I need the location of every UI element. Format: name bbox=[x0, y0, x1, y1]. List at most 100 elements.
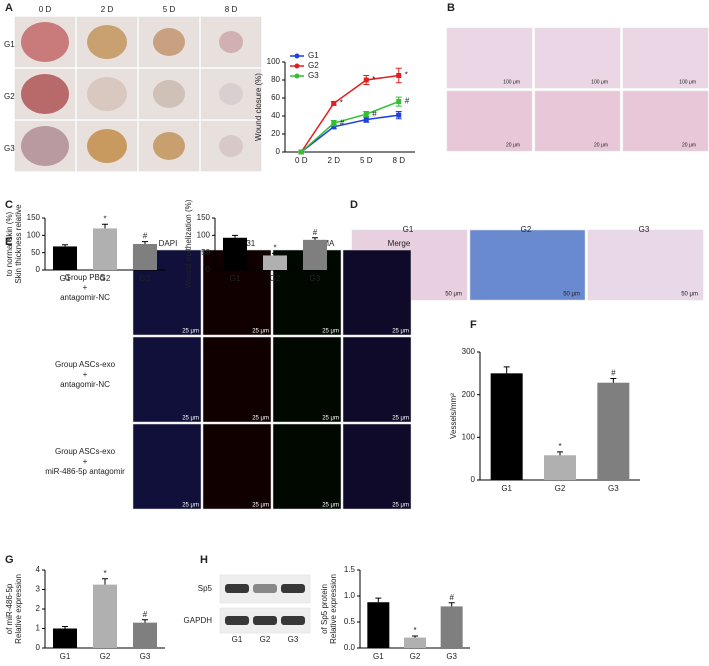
panel-letter: A bbox=[5, 2, 13, 14]
row-label: Group PBS bbox=[65, 273, 105, 282]
error-bar bbox=[62, 626, 68, 629]
scale-bar: 50 μm bbox=[681, 292, 698, 298]
x-tick-label: 0 D bbox=[295, 156, 308, 165]
bar bbox=[53, 628, 77, 648]
x-tick-label: 8 D bbox=[393, 156, 406, 165]
x-tick-label: G3 bbox=[446, 652, 457, 661]
error-bar bbox=[232, 234, 238, 238]
x-tick-label: G3 bbox=[140, 274, 151, 283]
error-bar bbox=[142, 619, 148, 623]
wound-photo bbox=[138, 16, 200, 68]
stain-image bbox=[587, 229, 704, 301]
panel-letter: G bbox=[5, 554, 14, 566]
lane-label: G3 bbox=[288, 635, 299, 644]
histology bbox=[534, 27, 621, 89]
y-tick-label: 0.5 bbox=[344, 617, 356, 626]
fluorescence bbox=[342, 249, 412, 336]
x-tick-label: G1 bbox=[501, 484, 512, 493]
significance-mark: # bbox=[405, 97, 410, 106]
panel-letter: B bbox=[447, 2, 455, 14]
bar bbox=[53, 246, 77, 270]
significance-mark: * bbox=[103, 214, 106, 223]
row-label: + bbox=[83, 370, 88, 379]
significance-mark: * bbox=[558, 442, 561, 451]
y-tick-label: 3 bbox=[36, 585, 41, 594]
col-label: DAPI bbox=[159, 239, 178, 248]
y-tick-label: 300 bbox=[462, 347, 476, 356]
wound bbox=[21, 126, 69, 166]
wound bbox=[87, 129, 127, 163]
y-tick-label: 0.0 bbox=[344, 643, 356, 652]
scale-bar: 100 μm bbox=[503, 79, 520, 85]
y-tick-label: 200 bbox=[462, 390, 476, 399]
x-tick-label: G1 bbox=[230, 274, 241, 283]
y-tick-label: 0 bbox=[36, 643, 41, 652]
point bbox=[331, 124, 337, 130]
band bbox=[253, 584, 277, 593]
significance-mark: * bbox=[340, 99, 343, 108]
scale-bar: 25 μm bbox=[252, 503, 269, 509]
row-label: + bbox=[83, 283, 88, 292]
significance-mark: # bbox=[372, 109, 377, 118]
fluorescence bbox=[272, 423, 342, 510]
panel-letter: F bbox=[470, 319, 477, 331]
fluorescence bbox=[342, 336, 412, 423]
x-tick-label: 2 D bbox=[328, 156, 341, 165]
y-tick-label: 1 bbox=[36, 624, 41, 633]
point bbox=[363, 77, 369, 83]
y-tick-label: 150 bbox=[197, 213, 211, 222]
significance-mark: # bbox=[143, 610, 148, 619]
bar bbox=[597, 382, 630, 480]
row-label: antagomir-NC bbox=[60, 293, 110, 302]
fluorescence bbox=[202, 423, 272, 510]
error-bar bbox=[610, 377, 617, 383]
x-tick-label: G2 bbox=[410, 652, 421, 661]
fluorescence bbox=[202, 336, 272, 423]
x-tick-label: G1 bbox=[373, 652, 384, 661]
error-bar bbox=[102, 223, 108, 229]
row-label: + bbox=[83, 457, 88, 466]
y-tick-label: 40 bbox=[271, 111, 280, 120]
point bbox=[396, 112, 402, 118]
point bbox=[396, 99, 402, 105]
legend-label: G2 bbox=[308, 61, 319, 70]
band bbox=[253, 616, 277, 625]
fluorescence bbox=[132, 423, 202, 510]
x-tick-label: G3 bbox=[140, 652, 151, 661]
y-axis-label: Wound epithelization (%) bbox=[184, 199, 193, 288]
significance-mark: # bbox=[449, 593, 454, 602]
y-tick-label: 0 bbox=[276, 147, 281, 156]
wound bbox=[153, 28, 185, 56]
scale-bar: 25 μm bbox=[182, 503, 199, 509]
band bbox=[281, 616, 305, 625]
col-label: Merge bbox=[388, 239, 411, 248]
col-label: G3 bbox=[639, 225, 650, 234]
lane-label: G1 bbox=[232, 635, 243, 644]
scale-bar: 25 μm bbox=[392, 416, 409, 422]
histology bbox=[622, 90, 709, 152]
significance-mark: * bbox=[273, 243, 276, 252]
x-tick-label: G2 bbox=[100, 274, 111, 283]
panel-letter: H bbox=[200, 554, 208, 566]
scale-bar: 25 μm bbox=[392, 329, 409, 335]
y-tick-label: 0 bbox=[206, 265, 211, 274]
stain-image bbox=[469, 229, 586, 301]
histology bbox=[446, 27, 533, 89]
y-tick-label: 20 bbox=[271, 129, 280, 138]
row-label: G2 bbox=[4, 92, 15, 101]
y-tick-label: 100 bbox=[267, 57, 281, 66]
error-bar bbox=[557, 451, 563, 456]
wound bbox=[21, 74, 69, 114]
row-label: miR-486-5p antagomir bbox=[45, 467, 125, 476]
wound bbox=[219, 83, 243, 105]
bar bbox=[133, 622, 157, 648]
point bbox=[396, 73, 402, 78]
panel-letter: D bbox=[350, 199, 358, 211]
bar bbox=[440, 606, 463, 648]
band bbox=[225, 584, 249, 593]
y-tick-label: 4 bbox=[36, 565, 41, 574]
scale-bar: 20 μm bbox=[594, 142, 608, 148]
point bbox=[298, 149, 304, 155]
legend-label: G1 bbox=[308, 51, 319, 60]
